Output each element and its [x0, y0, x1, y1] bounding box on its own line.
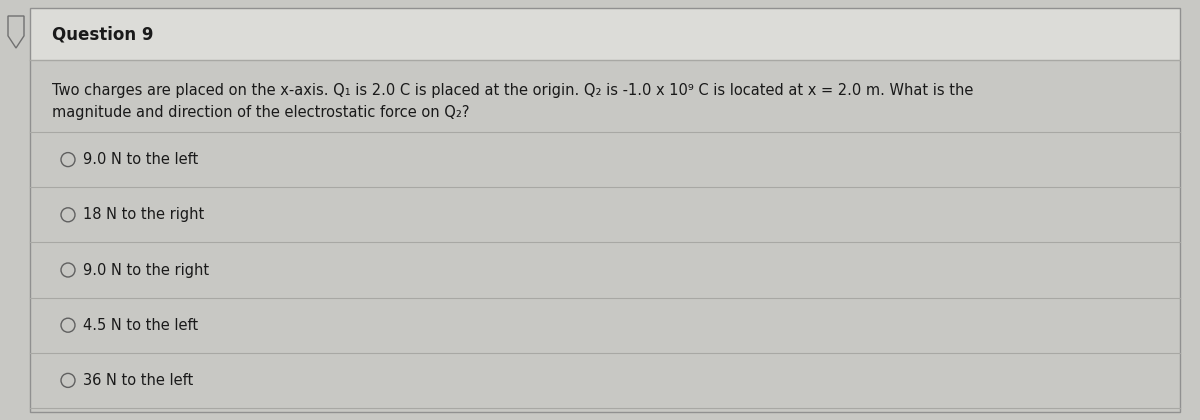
Text: 9.0 N to the right: 9.0 N to the right	[83, 262, 209, 278]
Bar	[30, 8, 1180, 60]
Text: 4.5 N to the left: 4.5 N to the left	[83, 318, 198, 333]
Bar	[30, 60, 1180, 412]
Text: 9.0 N to the left: 9.0 N to the left	[83, 152, 198, 167]
Text: magnitude and direction of the electrostatic force on Q₂?: magnitude and direction of the electrost…	[52, 105, 469, 120]
Text: 36 N to the left: 36 N to the left	[83, 373, 193, 388]
Text: 18 N to the right: 18 N to the right	[83, 207, 204, 222]
Text: Two charges are placed on the x-axis. Q₁ is 2.0 C is placed at the origin. Q₂ is: Two charges are placed on the x-axis. Q₁…	[52, 82, 973, 97]
Text: Question 9: Question 9	[52, 25, 154, 43]
